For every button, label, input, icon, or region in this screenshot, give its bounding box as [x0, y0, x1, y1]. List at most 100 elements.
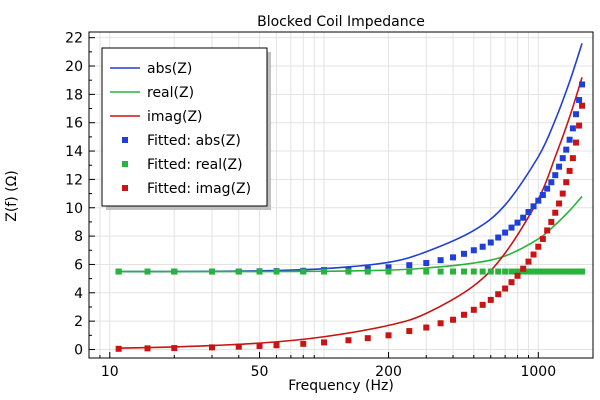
data-point: [579, 81, 586, 88]
data-point: [273, 268, 280, 275]
data-point: [514, 272, 521, 279]
data-point: [569, 155, 576, 162]
data-point: [535, 243, 542, 250]
plot-frame: [88, 31, 594, 359]
data-point: [423, 324, 430, 331]
legend-box: [101, 47, 268, 207]
data-point: [450, 316, 457, 323]
data-point: [256, 268, 263, 275]
x-tick-label: 200: [375, 364, 402, 380]
data-point: [544, 227, 551, 234]
data-point: [548, 179, 555, 186]
data-point: [563, 146, 570, 153]
data-point: [364, 335, 371, 342]
data-point: [364, 268, 371, 275]
data-point: [544, 268, 551, 275]
data-point: [514, 268, 521, 275]
data-point: [525, 209, 532, 216]
chart-title: Blocked Coil Impedance: [257, 14, 425, 30]
data-point: [235, 268, 242, 275]
data-point: [579, 102, 586, 109]
x-axis-ticks: 10 50 200 1000: [99, 352, 556, 380]
data-point: [559, 268, 566, 275]
data-point: [573, 111, 580, 118]
legend-label: Fitted: imag(Z): [147, 181, 251, 197]
data-point: [470, 247, 477, 254]
data-point: [479, 243, 486, 250]
y-tick-label: 20: [65, 59, 83, 75]
legend-swatch: [122, 161, 128, 167]
data-point: [559, 155, 566, 162]
data-point: [552, 172, 559, 179]
x-axis-label: Frequency (Hz): [288, 378, 394, 394]
data-point: [520, 265, 527, 272]
data-point: [321, 339, 328, 346]
data-point: [450, 268, 457, 275]
y-tick-label: 4: [74, 286, 83, 302]
data-point: [256, 342, 263, 349]
data-point: [300, 340, 307, 347]
data-point: [423, 260, 430, 267]
data-point: [520, 214, 527, 221]
data-point: [576, 97, 583, 104]
data-point: [144, 345, 151, 352]
series-lines: [118, 43, 583, 349]
data-point: [115, 345, 122, 352]
legend-label: Fitted: real(Z): [147, 157, 243, 173]
data-point: [479, 301, 486, 308]
legend-items: abs(Z) real(Z) imag(Z) Fitted: abs(Z) Fitted…: [110, 61, 251, 197]
data-point: [556, 200, 563, 207]
data-point: [470, 306, 477, 313]
data-point: [437, 268, 444, 275]
data-point: [548, 268, 555, 275]
data-point: [552, 209, 559, 216]
y-tick-label: 18: [65, 87, 83, 103]
data-point: [300, 268, 307, 275]
data-point: [495, 234, 502, 241]
data-point: [544, 185, 551, 192]
data-point: [566, 136, 573, 143]
data-point: [502, 285, 509, 292]
data-point: [321, 268, 328, 275]
legend-swatch: [122, 185, 128, 191]
data-point: [345, 268, 352, 275]
y-tick-label: 2: [74, 314, 83, 330]
data-point: [508, 224, 515, 231]
data-point: [495, 291, 502, 298]
data-point: [144, 268, 151, 275]
series-markers: [115, 81, 586, 352]
data-point: [556, 268, 563, 275]
data-point: [437, 257, 444, 264]
data-point: [470, 268, 477, 275]
y-tick-label: 14: [65, 144, 83, 160]
data-point: [345, 337, 352, 344]
y-tick-label: 22: [65, 31, 83, 47]
data-point: [530, 268, 537, 275]
data-point: [573, 139, 580, 146]
data-point: [535, 197, 542, 204]
data-point: [209, 268, 215, 275]
data-point: [530, 203, 537, 210]
data-point: [461, 311, 467, 318]
data-point: [461, 250, 467, 257]
series-line-imag-z-: [118, 77, 583, 349]
data-point: [559, 190, 566, 197]
data-point: [487, 239, 494, 246]
data-point: [385, 264, 392, 271]
data-point: [273, 342, 280, 349]
data-point: [539, 268, 546, 275]
x-tick-label: 10: [101, 364, 119, 380]
legend-swatch: [122, 137, 128, 143]
data-point: [495, 268, 502, 275]
data-point: [579, 268, 586, 275]
y-tick-label: 12: [65, 172, 83, 188]
y-tick-label: 0: [74, 342, 83, 358]
series-line-real-z-: [118, 195, 583, 273]
data-point: [569, 125, 576, 132]
y-axis-ticks: 0 2 4 6 8 10 12 14 16 18 20 22: [65, 31, 95, 358]
data-point: [423, 268, 430, 275]
data-point: [235, 343, 242, 350]
legend-label: imag(Z): [147, 109, 203, 125]
data-point: [437, 320, 444, 327]
